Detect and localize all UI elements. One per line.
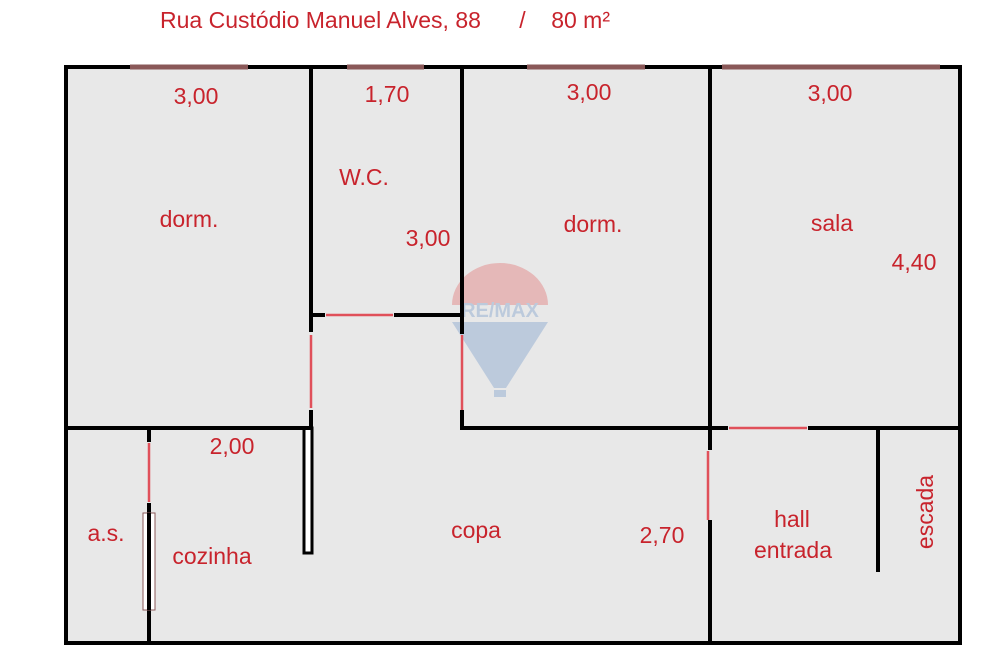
wall (302, 426, 314, 555)
doors (147, 313, 807, 520)
floor-area (66, 67, 960, 643)
room-label-dorm: dorm. (160, 206, 219, 232)
room-label-escada: escada (912, 475, 938, 549)
dimension-label: 3,00 (406, 225, 451, 251)
dimension-label: 1,70 (365, 81, 410, 107)
watermark-text: RE/MAX (461, 300, 539, 322)
room-label-dorm: dorm. (564, 211, 623, 237)
plan-title: Rua Custódio Manuel Alves, 88 / 80 m² (160, 7, 610, 33)
room-label-hall: hall (774, 506, 810, 532)
room-label-wc: W.C. (339, 164, 389, 190)
dimension-label: 2,70 (640, 522, 685, 548)
room-label-entrada: entrada (754, 537, 832, 563)
outer-wall (64, 65, 962, 645)
dimension-label: 3,00 (567, 79, 612, 105)
room-label-copa: copa (451, 517, 501, 543)
dimension-label: 4,40 (892, 249, 937, 275)
watermark-logo: RE/MAX (452, 263, 548, 397)
room-label-sala: sala (811, 210, 853, 236)
dimension-label: 3,00 (808, 80, 853, 106)
walls (64, 65, 962, 645)
dimension-label: 3,00 (174, 83, 219, 109)
room-label-as: a.s. (87, 520, 124, 546)
dimension-label: 2,00 (210, 433, 255, 459)
room-label-cozinha: cozinha (172, 543, 251, 569)
